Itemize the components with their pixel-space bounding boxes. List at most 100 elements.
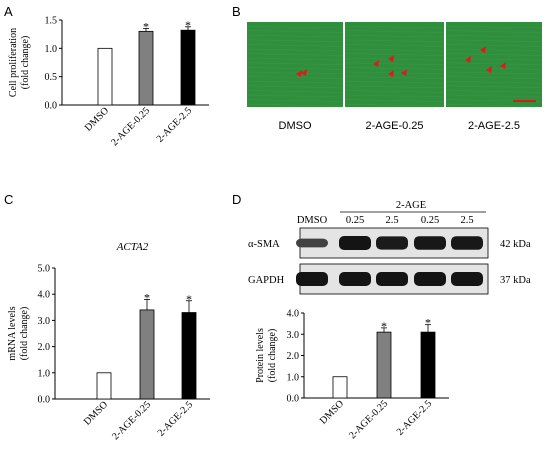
- micrograph-texture: [246, 39, 344, 43]
- y-axis-title-line: (fold change): [20, 36, 31, 90]
- micrograph-caption: DMSO: [279, 120, 312, 132]
- micrograph-texture: [344, 57, 445, 61]
- blot-band: [376, 236, 408, 250]
- bar: [181, 312, 197, 400]
- y-tick-label: 0.0: [38, 395, 51, 406]
- micrograph-texture: [246, 80, 344, 84]
- category-label: 2-AGE-2.5: [395, 398, 434, 437]
- significance-mark: *: [186, 292, 192, 306]
- micrograph-texture: [445, 76, 543, 79]
- panel-label-d: D: [232, 192, 241, 207]
- micrograph-texture: [344, 44, 445, 47]
- y-tick-label: 4.0: [287, 309, 300, 320]
- red-arrow-marker: [486, 66, 492, 73]
- category-label: 2-AGE-2.5: [155, 105, 194, 144]
- micrograph-texture: [344, 39, 445, 43]
- y-axis-title-line: Protein levels: [255, 328, 266, 383]
- micrograph-texture: [445, 90, 543, 93]
- micrograph-texture: [246, 90, 344, 93]
- micrograph-texture: [246, 48, 344, 52]
- micrograph-texture: [445, 57, 543, 61]
- category-label: DMSO: [82, 399, 110, 427]
- bar: [138, 30, 154, 106]
- chart-a: 0.0 0.5 1.0 1.5 Cell proliferation(fold chan…: [8, 16, 209, 148]
- micrograph-caption: 2-AGE-2.5: [468, 120, 520, 132]
- blot-protein-label: GAPDH: [248, 275, 285, 286]
- micrograph-texture: [246, 103, 344, 107]
- blot-band: [376, 272, 408, 286]
- blot-group-label: 2-AGE: [396, 200, 426, 211]
- y-axis-title: mRNA levels(fold change): [7, 306, 30, 360]
- panel-label-a: A: [4, 4, 13, 19]
- significance-mark: *: [185, 18, 191, 32]
- micrograph-texture: [246, 30, 344, 33]
- red-arrow-marker: [465, 56, 471, 63]
- bar: [376, 331, 392, 399]
- blot-band: [414, 236, 446, 250]
- chart-c: 0.0 1.0 2.0 3.0 4.0 5.0 mRNA levels(fold chang…: [7, 241, 210, 442]
- blot-lane-label: 0.25: [421, 215, 439, 226]
- micrograph-texture: [445, 44, 543, 47]
- micrograph-texture: [344, 62, 445, 66]
- blot-band: [339, 236, 371, 250]
- blot-band: [296, 272, 328, 286]
- chart-d: 0.0 1.0 2.0 3.0 4.0 Protein levels(fold chang…: [255, 309, 449, 441]
- micrograph-texture: [445, 94, 543, 98]
- blot-size-label: 37 kDa: [500, 275, 531, 286]
- micrograph-texture: [445, 80, 543, 84]
- category-label: 2-AGE-0.25: [109, 105, 152, 148]
- micrograph-texture: [246, 71, 344, 75]
- micrograph-texture: [445, 67, 543, 70]
- micrograph-texture: [344, 67, 445, 70]
- micrograph-texture: [445, 62, 543, 66]
- bar: [332, 376, 348, 399]
- y-axis-title-line: (fold change): [267, 329, 278, 383]
- micrograph-texture: [344, 30, 445, 33]
- panel-label-c: C: [4, 192, 13, 207]
- blot-lane-label: 2.5: [460, 215, 473, 226]
- y-tick-label: 2.0: [38, 342, 51, 353]
- y-tick-label: 3.0: [38, 316, 51, 327]
- micrograph-texture: [344, 34, 445, 38]
- significance-mark: *: [144, 290, 150, 304]
- y-axis-title-line: (fold change): [19, 307, 30, 361]
- micrograph-texture: [445, 25, 543, 29]
- micrograph-texture: [246, 53, 344, 56]
- blot-band: [451, 236, 483, 250]
- blot-lane-label: DMSO: [297, 215, 328, 226]
- red-arrow-marker: [296, 70, 302, 77]
- micrograph-texture: [344, 80, 445, 84]
- micrograph-texture: [344, 99, 445, 102]
- red-arrow-marker: [401, 69, 407, 76]
- micrograph-strip: DMSO 2-AGE-0.25 2-AGE-2.5: [246, 22, 543, 132]
- micrograph-texture: [246, 34, 344, 38]
- micrograph-texture: [344, 53, 445, 56]
- micrograph-texture: [246, 76, 344, 79]
- micrograph-texture: [445, 71, 543, 75]
- y-tick-label: 1.0: [45, 44, 58, 55]
- micrograph-caption: 2-AGE-0.25: [365, 120, 423, 132]
- micrograph-texture: [344, 71, 445, 75]
- red-arrow-marker: [500, 62, 506, 69]
- y-axis-title: Protein levels(fold change): [255, 328, 278, 383]
- micrograph-texture: [445, 30, 543, 33]
- y-tick-label: 0.5: [45, 72, 58, 83]
- micrograph-texture: [246, 62, 344, 66]
- significance-mark: *: [143, 20, 149, 34]
- micrograph-texture: [445, 48, 543, 52]
- y-tick-label: 1.5: [45, 16, 58, 27]
- red-arrow-marker: [480, 46, 486, 53]
- blot-protein-label: α-SMA: [248, 239, 280, 250]
- category-label: DMSO: [83, 105, 111, 133]
- chart-title: ACTA2: [116, 241, 149, 253]
- micrograph-texture: [344, 103, 445, 107]
- micrograph-texture: [344, 25, 445, 29]
- y-tick-label: 4.0: [38, 290, 51, 301]
- micrograph-texture: [246, 67, 344, 70]
- micrograph-texture: [246, 99, 344, 102]
- micrograph-texture: [246, 94, 344, 98]
- blot-band: [451, 272, 483, 286]
- blot-lane-label: 2.5: [385, 215, 398, 226]
- blot-band: [414, 272, 446, 286]
